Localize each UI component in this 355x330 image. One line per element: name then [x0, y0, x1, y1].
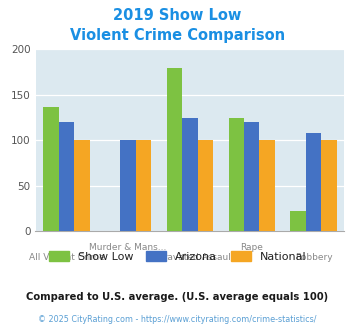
- Bar: [74, 140, 89, 231]
- Text: Aggravated Assault: Aggravated Assault: [146, 253, 234, 262]
- Bar: [198, 140, 213, 231]
- Text: Violent Crime Comparison: Violent Crime Comparison: [70, 28, 285, 43]
- Bar: [229, 117, 244, 231]
- Bar: [136, 140, 151, 231]
- Bar: [182, 117, 198, 231]
- Bar: [43, 107, 59, 231]
- Text: Rape: Rape: [240, 243, 263, 252]
- Legend: Show Low, Arizona, National: Show Low, Arizona, National: [44, 247, 311, 267]
- Bar: [167, 68, 182, 231]
- Text: All Violent Crime: All Violent Crime: [28, 253, 104, 262]
- Text: Robbery: Robbery: [295, 253, 332, 262]
- Text: © 2025 CityRating.com - https://www.cityrating.com/crime-statistics/: © 2025 CityRating.com - https://www.city…: [38, 315, 317, 324]
- Text: Compared to U.S. average. (U.S. average equals 100): Compared to U.S. average. (U.S. average …: [26, 292, 329, 302]
- Text: 2019 Show Low: 2019 Show Low: [113, 8, 242, 23]
- Bar: [290, 211, 306, 231]
- Bar: [244, 122, 260, 231]
- Bar: [260, 140, 275, 231]
- Bar: [120, 140, 136, 231]
- Text: Murder & Mans...: Murder & Mans...: [89, 243, 167, 252]
- Bar: [321, 140, 337, 231]
- Bar: [59, 122, 74, 231]
- Bar: [306, 133, 321, 231]
